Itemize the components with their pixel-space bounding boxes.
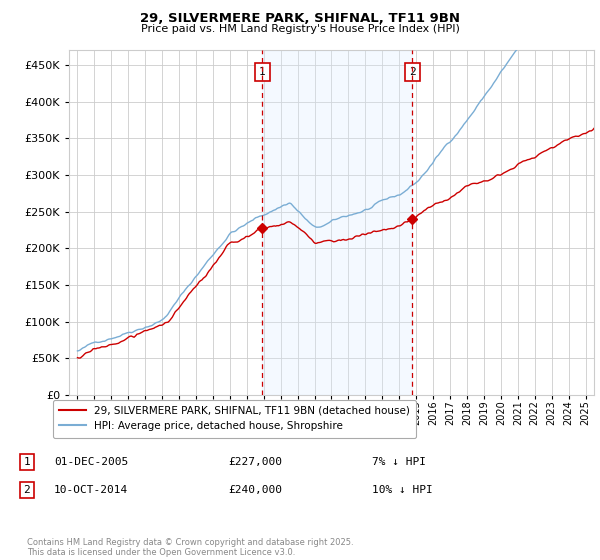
Text: 1: 1 — [259, 67, 266, 77]
Text: 10-OCT-2014: 10-OCT-2014 — [54, 485, 128, 495]
Text: 29, SILVERMERE PARK, SHIFNAL, TF11 9BN: 29, SILVERMERE PARK, SHIFNAL, TF11 9BN — [140, 12, 460, 25]
Text: 2: 2 — [23, 485, 31, 495]
Text: Price paid vs. HM Land Registry's House Price Index (HPI): Price paid vs. HM Land Registry's House … — [140, 24, 460, 34]
Text: 7% ↓ HPI: 7% ↓ HPI — [372, 457, 426, 467]
Bar — [262, 50, 412, 395]
Text: 01-DEC-2005: 01-DEC-2005 — [54, 457, 128, 467]
Legend: 29, SILVERMERE PARK, SHIFNAL, TF11 9BN (detached house), HPI: Average price, det: 29, SILVERMERE PARK, SHIFNAL, TF11 9BN (… — [53, 399, 416, 438]
Text: Contains HM Land Registry data © Crown copyright and database right 2025.
This d: Contains HM Land Registry data © Crown c… — [27, 538, 353, 557]
Text: £227,000: £227,000 — [228, 457, 282, 467]
Text: 10% ↓ HPI: 10% ↓ HPI — [372, 485, 433, 495]
Text: 2: 2 — [409, 67, 416, 77]
Text: 1: 1 — [23, 457, 31, 467]
Text: £240,000: £240,000 — [228, 485, 282, 495]
